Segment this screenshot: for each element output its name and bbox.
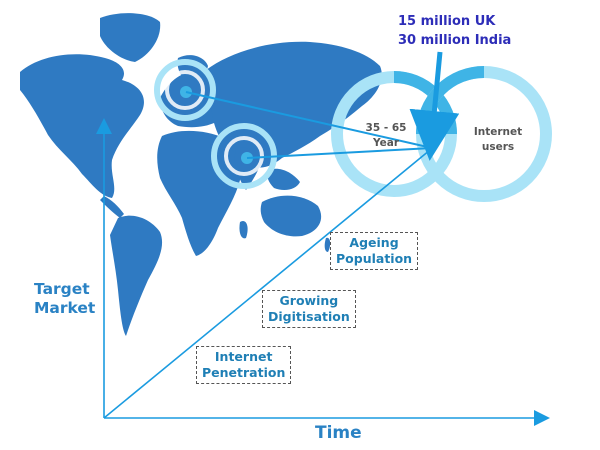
madagascar-shape: [239, 220, 248, 239]
uk-ring: [154, 59, 216, 121]
central-america-shape: [100, 196, 124, 218]
venn-right-label-line1: Internet: [473, 126, 523, 138]
driver-ageing-population: Ageing Population: [330, 232, 419, 270]
venn-right-label-line2: users: [481, 141, 515, 153]
growth-line: [103, 149, 431, 419]
driver-penetration-line2: Penetration: [202, 365, 286, 380]
africa-shape: [157, 130, 243, 256]
asia-shape: [205, 41, 382, 168]
y-axis-label: Target Market: [34, 280, 95, 318]
venn-right-label: Internet users: [466, 125, 530, 155]
australia-shape: [260, 195, 322, 237]
driver-growing-digitisation: Growing Digitisation: [262, 290, 356, 328]
india-stat-text: 30 million India: [398, 33, 512, 48]
x-axis-label: Time: [315, 423, 362, 443]
uk-stat-text: 15 million UK: [398, 14, 496, 29]
driver-ageing-line1: Ageing: [349, 235, 399, 250]
greenland-shape: [100, 13, 161, 63]
southeast-asia-shape: [267, 168, 300, 190]
venn-left-label-line1: 35 - 65: [365, 122, 407, 134]
intersection-arrow: [409, 51, 460, 161]
y-axis-label-line2: Market: [34, 299, 96, 317]
driver-ageing-line2: Population: [336, 251, 413, 266]
japan-shape: [312, 114, 327, 138]
driver-digitisation-line2: Digitisation: [268, 309, 350, 324]
venn-left-label: 35 - 65 Year: [356, 121, 416, 151]
driver-penetration-line1: Internet: [214, 349, 273, 364]
india-connector-line: [246, 147, 433, 159]
world-map: [20, 13, 382, 336]
driver-digitisation-line1: Growing: [279, 293, 339, 308]
driver-internet-penetration: Internet Penetration: [196, 346, 292, 384]
uk-connector-line: [185, 91, 433, 149]
y-axis-label-line1: Target: [34, 280, 90, 298]
new-zealand-shape: [324, 237, 331, 252]
venn-left-label-line2: Year: [372, 137, 400, 149]
south-america-shape: [110, 215, 163, 336]
north-america-shape: [20, 54, 144, 198]
